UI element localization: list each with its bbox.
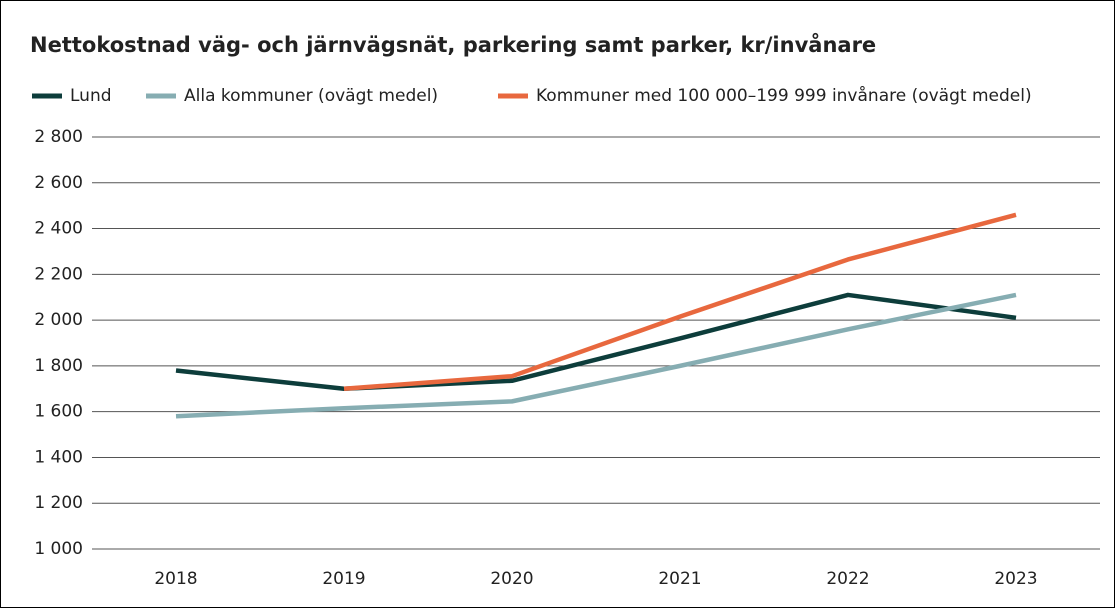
legend-label: Kommuner med 100 000–199 999 invånare (o… <box>536 85 1032 106</box>
y-tick-label: 1 000 <box>34 539 83 559</box>
y-tick-label: 1 800 <box>34 356 83 376</box>
y-tick-label: 1 200 <box>34 493 83 513</box>
y-tick-label: 2 600 <box>34 173 83 193</box>
legend-label: Lund <box>70 86 112 106</box>
series-line <box>343 212 1017 392</box>
x-tick-label: 2021 <box>658 569 701 589</box>
y-tick-label: 1 600 <box>34 402 83 422</box>
x-tick-label: 2022 <box>826 569 869 589</box>
series-line <box>175 292 1017 419</box>
y-tick-label: 2 800 <box>34 127 83 147</box>
y-tick-label: 2 400 <box>34 219 83 239</box>
series-line <box>175 292 1017 392</box>
y-tick-label: 1 400 <box>34 447 83 467</box>
x-tick-label: 2018 <box>154 569 197 589</box>
y-tick-label: 2 200 <box>34 264 83 284</box>
x-tick-label: 2020 <box>490 569 533 589</box>
legend-label: Alla kommuner (ovägt medel) <box>184 86 438 106</box>
x-tick-label: 2023 <box>994 569 1037 589</box>
y-tick-label: 2 000 <box>34 310 83 330</box>
chart-title: Nettokostnad väg- och järnvägsnät, parke… <box>30 32 876 57</box>
x-tick-label: 2019 <box>322 569 365 589</box>
